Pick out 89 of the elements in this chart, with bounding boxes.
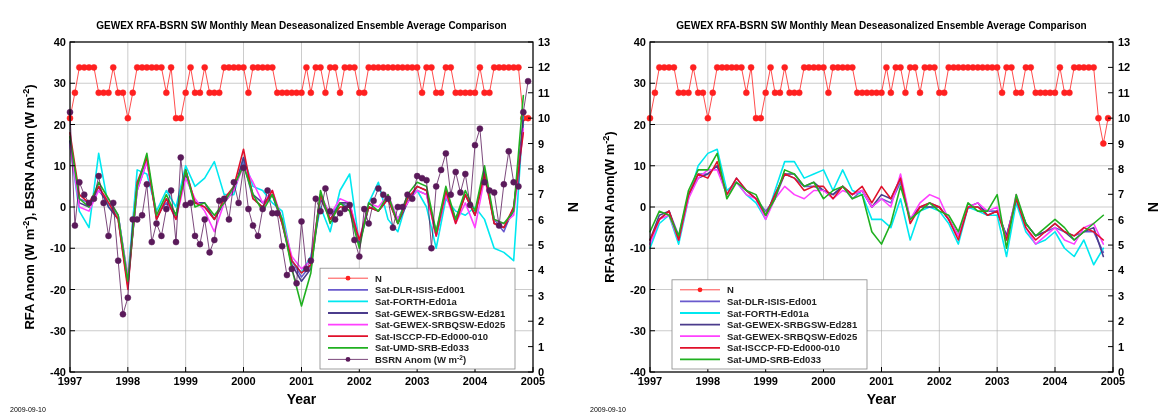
y2-tick-label: 5 <box>1118 239 1125 252</box>
legend-label: Sat-GEWEX-SRBQSW-Ed025 <box>727 330 858 342</box>
legend-label: Sat-FORTH-Ed01a <box>375 295 458 307</box>
line-series <box>649 148 1105 266</box>
y2-tick-label: 3 <box>538 289 545 302</box>
y-tick-label: 20 <box>53 118 66 131</box>
legend-label: Sat-DLR-ISIS-Ed001 <box>375 284 466 296</box>
y2-tick-label: 13 <box>1118 36 1131 48</box>
y2-tick-label: 8 <box>1118 162 1125 175</box>
y-tick-label: -30 <box>50 324 66 337</box>
legend-label: N <box>727 284 734 296</box>
y2-tick-label: 0 <box>1118 366 1125 378</box>
y2-axis-title: N <box>565 201 581 213</box>
y-tick-label: 10 <box>633 159 646 172</box>
y2-tick-label: 12 <box>538 61 551 74</box>
y2-tick-label: 8 <box>538 162 545 175</box>
x-tick-label: 2000 <box>231 375 256 387</box>
y-tick-label: 0 <box>59 201 66 213</box>
x-tick-label: 2001 <box>289 375 314 387</box>
y-tick-label: 30 <box>633 77 646 90</box>
x-tick-label: 2005 <box>520 375 546 387</box>
y-tick-label: -40 <box>50 366 66 378</box>
y2-tick-label: 11 <box>538 86 550 99</box>
x-tick-label: 1999 <box>753 375 778 387</box>
y-tick-label: -40 <box>630 366 646 378</box>
legend-label: Sat-GEWEX-SRBGSW-Ed281 <box>727 319 858 331</box>
y2-tick-label: 7 <box>1118 188 1125 201</box>
x-tick-label: 1999 <box>173 375 198 387</box>
y2-tick-label: 1 <box>538 340 545 353</box>
y-tick-label: 20 <box>633 118 646 131</box>
y-tick-label: -20 <box>630 283 646 296</box>
y-tick-label: 40 <box>633 36 646 48</box>
y-tick-label: -10 <box>50 242 66 255</box>
x-tick-label: 2004 <box>462 375 489 387</box>
y2-tick-label: 9 <box>538 137 545 150</box>
y2-tick-label: 0 <box>538 366 545 378</box>
line-series <box>649 169 1105 245</box>
x-axis-title: Year <box>866 391 897 407</box>
y2-tick-label: 2 <box>1118 315 1125 328</box>
chart-title: GEWEX RFA-BSRN SW Monthly Mean Deseasonalized Ensemble Average Comparison <box>676 20 1087 31</box>
x-tick-label: 2003 <box>404 375 430 387</box>
y-tick-label: 10 <box>53 159 66 172</box>
legend-label: Sat-ISCCP-FD-Ed000-010 <box>727 342 840 354</box>
y-tick-label: 30 <box>53 77 66 90</box>
legend-label: Sat-UMD-SRB-Ed033 <box>375 342 469 354</box>
y-tick-label: -20 <box>50 283 66 296</box>
y-tick-label: 0 <box>639 201 646 213</box>
legend-label: Sat-ISCCP-FD-Ed000-010 <box>375 330 488 342</box>
x-tick-label: 1998 <box>695 375 721 387</box>
x-tick-label: 2002 <box>927 375 952 387</box>
x-axis-title: Year <box>286 391 317 407</box>
y2-tick-label: 5 <box>538 239 545 252</box>
y2-tick-label: 10 <box>538 112 551 125</box>
chart-title: GEWEX RFA-BSRN SW Monthly Mean Deseasonalized Ensemble Average Comparison <box>96 20 507 31</box>
legend-label: Sat-UMD-SRB-Ed033 <box>727 353 821 365</box>
y2-tick-label: 13 <box>538 36 551 48</box>
y2-tick-label: 4 <box>1118 264 1125 277</box>
y2-tick-label: 1 <box>1118 340 1125 353</box>
line-series <box>649 152 1105 250</box>
x-tick-label: 1997 <box>637 375 663 387</box>
y2-tick-label: 12 <box>1118 61 1131 74</box>
y2-tick-label: 6 <box>1118 213 1125 226</box>
x-tick-label: 1997 <box>57 375 83 387</box>
y2-tick-label: 11 <box>1118 86 1130 99</box>
legend-label: N <box>375 272 382 284</box>
y2-tick-label: 7 <box>538 188 545 201</box>
y2-axis-title: N <box>1145 201 1160 213</box>
x-tick-label: 2002 <box>347 375 372 387</box>
x-tick-label: 2000 <box>811 375 836 387</box>
legend-label: Sat-GEWEX-SRBGSW-Ed281 <box>375 307 506 319</box>
y2-tick-label: 10 <box>1118 112 1131 125</box>
y-tick-label: -10 <box>630 242 646 255</box>
legend-label: Sat-FORTH-Ed01a <box>727 307 810 319</box>
x-tick-label: 1998 <box>115 375 141 387</box>
x-tick-label: 2003 <box>984 375 1010 387</box>
x-tick-label: 2005 <box>1100 375 1126 387</box>
y-tick-label: -30 <box>630 324 646 337</box>
y2-tick-label: 4 <box>538 264 545 277</box>
y2-tick-label: 2 <box>538 315 545 328</box>
y2-tick-label: 6 <box>538 213 545 226</box>
y-tick-label: 40 <box>53 36 66 48</box>
legend-label: Sat-GEWEX-SRBQSW-Ed025 <box>375 319 506 331</box>
y2-tick-label: 9 <box>1118 137 1125 150</box>
legend-label: Sat-DLR-ISIS-Ed001 <box>727 295 818 307</box>
line-series <box>649 160 1105 241</box>
x-tick-label: 2004 <box>1042 375 1069 387</box>
x-tick-label: 2001 <box>869 375 894 387</box>
legend-label: BSRN Anom (W m$^{-2}$) <box>375 353 467 365</box>
y2-tick-label: 3 <box>1118 289 1125 302</box>
